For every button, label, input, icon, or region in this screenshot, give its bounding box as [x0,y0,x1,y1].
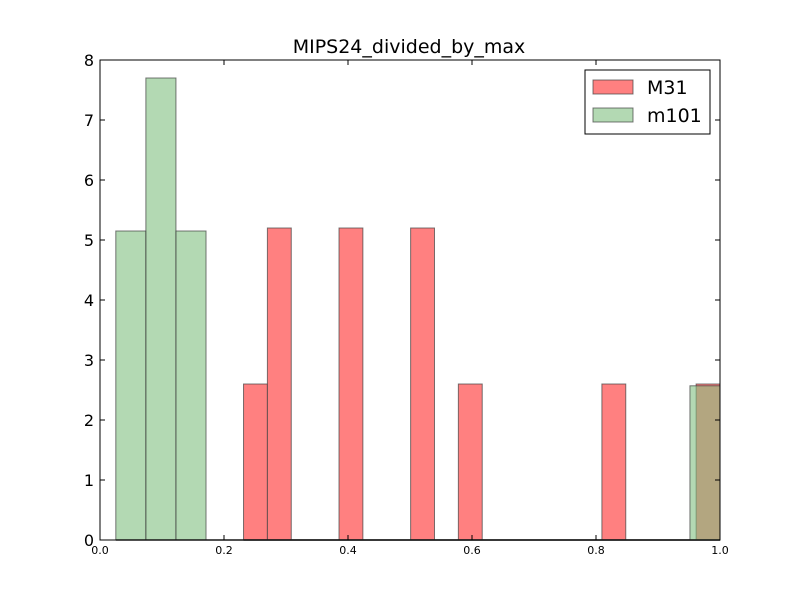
legend-label-m31: M31 [647,77,688,99]
bar-m101-3 [689,385,721,541]
legend-label-m101: m101 [647,105,702,127]
bar-m31-2 [338,227,364,541]
x-tick-label: 0.0 [91,544,109,557]
x-tick-label: 0.8 [587,544,605,557]
y-tick-label: 7 [84,111,94,130]
legend: M31 m101 [584,69,711,135]
y-tick-label: 8 [84,51,94,70]
legend-swatch-m31 [592,79,634,95]
y-tick-label: 6 [84,171,94,190]
y-tick-label: 5 [84,231,94,250]
y-tick-label: 2 [84,411,94,430]
bar-m31-5 [601,383,627,541]
bar-m31-4 [457,383,483,541]
bar-m31-1 [266,227,292,541]
chart-title: MIPS24_divided_by_max [293,36,526,58]
x-tick-label: 0.4 [339,544,357,557]
series-m31 [243,227,721,541]
x-tick-label: 1.0 [711,544,729,557]
y-tick-label: 3 [84,351,94,370]
bar-m31-3 [410,227,435,541]
bars-layer [115,77,721,541]
y-tick-label: 4 [84,291,94,310]
y-tick-label: 1 [84,471,94,490]
y-tick-label: 0 [84,531,94,550]
bar-m101-0 [115,230,147,541]
bar-m101-1 [145,77,177,541]
x-tick-label: 0.2 [215,544,233,557]
ticks-layer: 0 1 2 3 4 5 6 7 8 0.0 0.2 0.4 0.6 0.8 1.0 [84,51,729,557]
bar-m31-0 [243,383,268,541]
x-tick-label: 0.6 [463,544,481,557]
bar-m101-2 [175,230,207,541]
legend-swatch-m101 [592,107,634,123]
